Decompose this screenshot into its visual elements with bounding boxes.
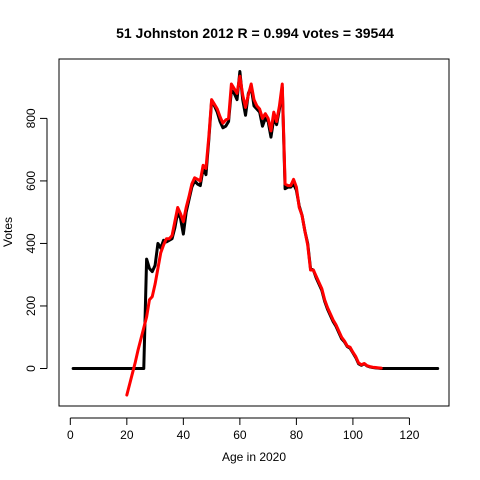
x-tick-label: 0 <box>67 428 74 442</box>
y-tick-label: 400 <box>24 233 38 253</box>
x-tick-label: 40 <box>177 428 191 442</box>
x-tick-label: 80 <box>290 428 304 442</box>
x-tick-label: 60 <box>233 428 247 442</box>
chart-title: 51 Johnston 2012 R = 0.994 votes = 39544 <box>116 25 394 41</box>
x-tick-label: 100 <box>343 428 363 442</box>
series-lines <box>71 70 440 397</box>
y-axis: 0 200 400 600 800 <box>24 108 48 372</box>
y-tick-label: 0 <box>24 365 38 372</box>
x-tick-label: 120 <box>399 428 419 442</box>
series-line-2 <box>125 74 383 397</box>
x-axis-label: Age in 2020 <box>222 450 286 464</box>
y-tick-label: 800 <box>24 108 38 128</box>
x-axis: 0 20 40 60 80 100 120 <box>67 417 420 442</box>
plot-frame <box>58 58 450 407</box>
y-tick-label: 600 <box>24 171 38 191</box>
y-axis-label: Votes <box>1 217 15 247</box>
y-tick-label: 200 <box>24 296 38 316</box>
x-tick-label: 20 <box>120 428 134 442</box>
